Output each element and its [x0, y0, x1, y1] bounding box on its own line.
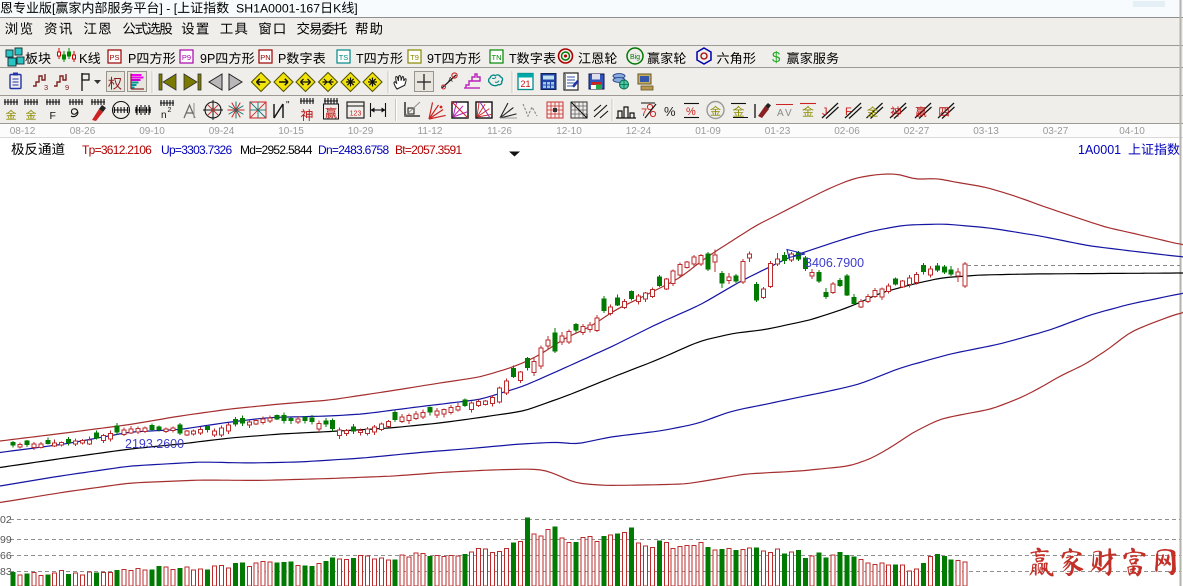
svg-text:V: V: [785, 108, 792, 119]
svg-text:Tp=3612.2106: Tp=3612.2106: [82, 143, 152, 157]
svg-text:02-27: 02-27: [904, 126, 930, 137]
svg-text:1A0001: 1A0001: [1078, 143, 1128, 157]
svg-text:PN: PN: [260, 53, 270, 62]
svg-text:P: P: [128, 52, 136, 66]
svg-text:11-12: 11-12: [418, 126, 443, 137]
svg-text:$: $: [772, 49, 781, 66]
svg-text:3: 3: [44, 83, 48, 92]
svg-text:02-06: 02-06: [834, 126, 860, 137]
svg-text:P: P: [278, 52, 286, 66]
svg-text:2: 2: [168, 107, 172, 114]
svg-text:A: A: [448, 77, 453, 84]
svg-text:01-23: 01-23: [765, 126, 791, 137]
svg-text:123: 123: [350, 111, 362, 118]
svg-text:T9: T9: [410, 53, 419, 62]
svg-text:11-26: 11-26: [487, 126, 512, 137]
svg-text:10-15: 10-15: [278, 126, 304, 137]
svg-text:]: ]: [354, 2, 357, 16]
svg-text:K: K: [79, 51, 88, 66]
svg-text:9T: 9T: [427, 52, 442, 66]
svg-text:T: T: [509, 52, 517, 66]
svg-text:Bt=2057.3591: Bt=2057.3591: [395, 143, 462, 157]
svg-text:09-24: 09-24: [209, 126, 235, 137]
svg-text:P9: P9: [182, 53, 191, 62]
svg-text:%: %: [664, 104, 676, 119]
svg-text:T: T: [356, 52, 364, 66]
svg-text:10-29: 10-29: [348, 126, 374, 137]
svg-text:08-12: 08-12: [10, 126, 36, 137]
svg-text:99: 99: [0, 534, 12, 546]
svg-text:F: F: [50, 110, 56, 122]
svg-text:] - [: ] - [: [159, 2, 177, 16]
svg-text:K: K: [333, 2, 342, 16]
svg-text:12-24: 12-24: [626, 126, 652, 137]
svg-text:03-13: 03-13: [973, 126, 999, 137]
svg-text:83: 83: [0, 566, 12, 578]
svg-text:02: 02: [0, 514, 12, 526]
svg-text:n: n: [161, 110, 167, 121]
svg-text:3406.7900: 3406.7900: [805, 256, 864, 270]
svg-text:21: 21: [520, 79, 530, 89]
svg-text:TS: TS: [339, 53, 349, 62]
svg-text:9: 9: [65, 83, 69, 92]
svg-text:Dn=2483.6758: Dn=2483.6758: [318, 143, 389, 157]
svg-text:Big: Big: [630, 54, 640, 61]
svg-text:04-10: 04-10: [1119, 126, 1145, 137]
svg-text:12-10: 12-10: [556, 126, 582, 137]
svg-text:PS: PS: [109, 53, 119, 62]
svg-text:Up=3303.7326: Up=3303.7326: [161, 143, 232, 157]
svg-text:": ": [286, 100, 290, 111]
svg-text:Md=2952.5844: Md=2952.5844: [240, 143, 313, 157]
svg-text:01-09: 01-09: [695, 126, 721, 137]
svg-text:2193.2600: 2193.2600: [125, 437, 184, 451]
svg-text:7: 7: [641, 107, 647, 119]
svg-text:09-10: 09-10: [139, 126, 165, 137]
svg-text:66: 66: [0, 550, 12, 562]
svg-text:03-27: 03-27: [1043, 126, 1069, 137]
svg-text:F: F: [845, 106, 852, 118]
svg-text:TN: TN: [492, 53, 502, 62]
svg-text:9P: 9P: [200, 52, 215, 66]
svg-text:J: J: [822, 106, 828, 118]
svg-text:%: %: [686, 106, 696, 118]
svg-text:08-26: 08-26: [70, 126, 96, 137]
svg-text:[: [: [52, 2, 56, 16]
svg-text:A: A: [777, 108, 784, 119]
svg-text:SH1A0001-167: SH1A0001-167: [229, 2, 320, 16]
